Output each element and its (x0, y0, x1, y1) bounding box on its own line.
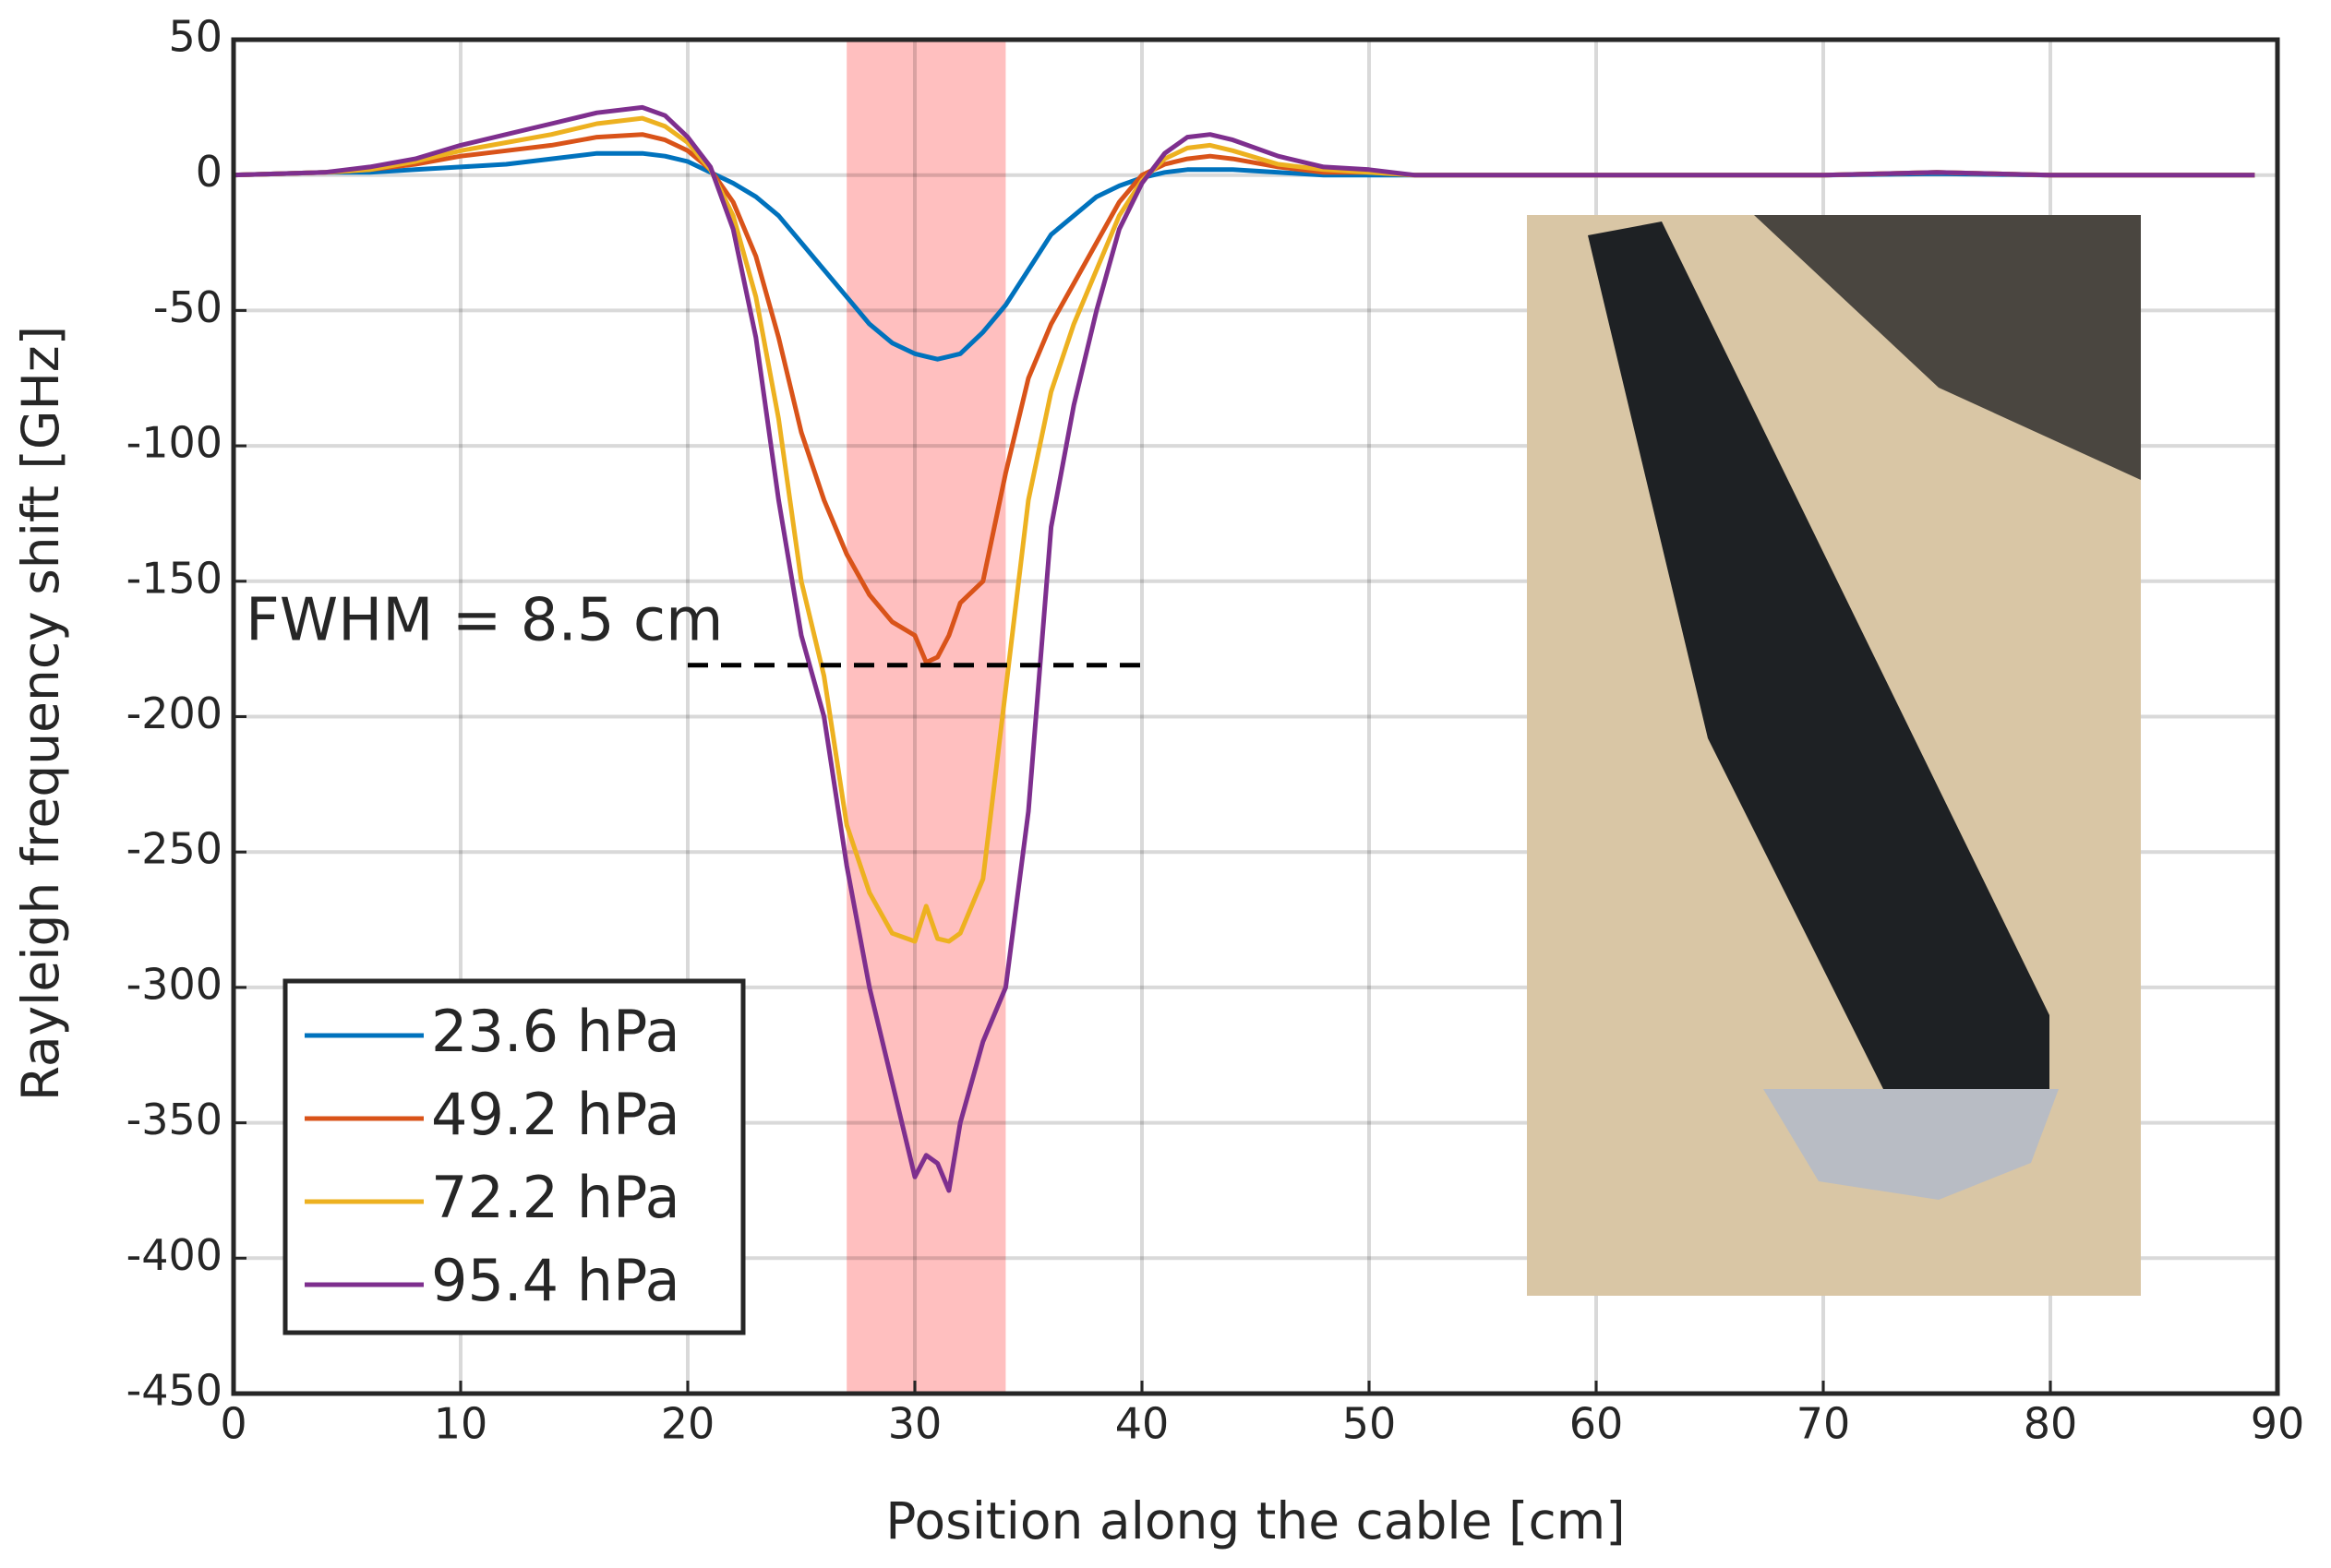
x-tick-label: 60 (1569, 1399, 1624, 1449)
y-tick-label: -200 (126, 688, 222, 738)
y-tick-label: -50 (153, 282, 222, 332)
x-tick-label: 0 (220, 1399, 246, 1449)
legend-label: 72.2 hPa (431, 1164, 680, 1231)
legend-box (282, 978, 746, 1335)
photo-cable (1588, 221, 2049, 1089)
legend-label: 23.6 hPa (431, 998, 680, 1065)
legend-label: 49.2 hPa (431, 1081, 680, 1148)
y-tick-label: -300 (126, 959, 222, 1009)
x-tick-label: 70 (1796, 1399, 1851, 1449)
y-tick-label: 0 (196, 147, 222, 197)
shaded-region (847, 40, 1006, 1394)
plot-frame (231, 37, 2280, 1396)
photo-end (1763, 1089, 2059, 1200)
x-tick-label: 10 (434, 1399, 488, 1449)
y-tick-label: -350 (126, 1095, 222, 1144)
x-tick-label: 90 (2251, 1399, 2305, 1449)
legend-label: 95.4 hPa (431, 1247, 680, 1314)
y-tick-label: -400 (126, 1230, 222, 1280)
data-line (233, 104, 2255, 1193)
x-tick-label: 80 (2024, 1399, 2078, 1449)
x-tick-label: 50 (1342, 1399, 1397, 1449)
x-tick-label: 20 (661, 1399, 715, 1449)
x-tick-label: 30 (888, 1399, 943, 1449)
annotation: FWHM = 8.5 cm (246, 587, 723, 655)
x-tick-label: 40 (1115, 1399, 1170, 1449)
photo-table (1754, 215, 2141, 480)
y-tick-label: -150 (126, 553, 222, 603)
y-tick-label: -250 (126, 824, 222, 874)
x-axis-label: Position along the cable [cm] (885, 1491, 1625, 1550)
y-tick-label: -450 (126, 1366, 222, 1416)
inset-photo (1527, 215, 2141, 1296)
y-tick-label: -100 (126, 418, 222, 468)
y-axis-label: Rayleigh frequency shift [GHz] (11, 326, 70, 1101)
y-tick-label: 50 (168, 12, 222, 62)
